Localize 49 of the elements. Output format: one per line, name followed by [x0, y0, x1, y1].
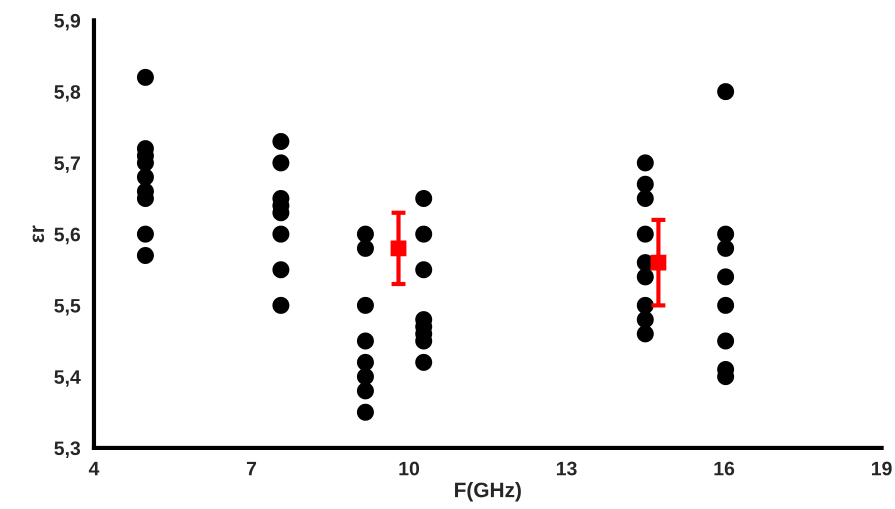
y-tick-label: 5,6	[54, 228, 80, 244]
x-tick-label: 13	[556, 462, 577, 476]
point	[717, 226, 734, 243]
point	[272, 296, 290, 314]
point	[717, 83, 734, 100]
point	[717, 332, 734, 350]
point	[415, 354, 432, 371]
point	[356, 382, 374, 400]
point	[356, 404, 374, 421]
point	[636, 268, 654, 286]
point	[415, 226, 432, 243]
x-tick-label: 10	[399, 462, 420, 476]
x-tick-label: 19	[872, 462, 892, 476]
point	[136, 226, 154, 243]
point	[415, 190, 432, 208]
point	[636, 190, 654, 208]
point	[356, 296, 374, 314]
point	[136, 168, 154, 186]
y-tick-label: 5,7	[54, 156, 80, 173]
point	[415, 261, 432, 278]
x-tick-label: 7	[246, 462, 256, 476]
y-tick-label: 5,4	[54, 370, 81, 387]
point	[356, 226, 374, 243]
point	[636, 154, 654, 172]
point	[356, 368, 374, 386]
x-tick-label: 16	[714, 462, 734, 476]
point	[272, 154, 290, 172]
y-tick-label: 5,9	[54, 14, 80, 30]
point	[717, 240, 734, 257]
point	[636, 325, 654, 342]
point	[636, 176, 654, 193]
point	[136, 68, 154, 86]
point	[717, 296, 734, 314]
y-tick-label: 5,8	[54, 85, 80, 102]
y-tick-label: 5,5	[54, 299, 80, 316]
point	[272, 226, 290, 243]
point	[636, 226, 654, 243]
y-tick-label: 5,3	[54, 441, 80, 458]
x-tick-label: 4	[88, 462, 100, 476]
x-axis-title: F(GHz)	[455, 482, 521, 502]
point	[356, 240, 374, 257]
point	[636, 311, 654, 328]
point	[717, 268, 734, 286]
point	[356, 332, 374, 350]
point	[272, 132, 290, 150]
point	[272, 261, 290, 278]
point	[136, 247, 154, 264]
point	[356, 354, 374, 371]
y-axis-title: εr	[32, 225, 44, 242]
